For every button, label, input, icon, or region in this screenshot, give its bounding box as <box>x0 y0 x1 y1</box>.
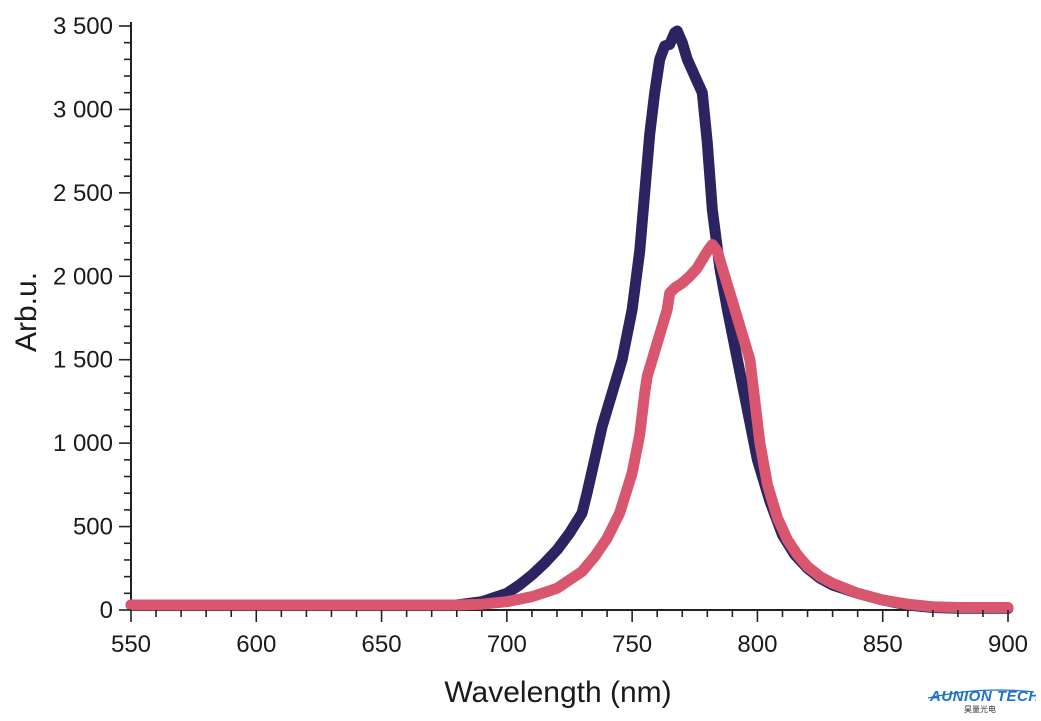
brand-logo: AUNION TECH 昊量光电 <box>927 688 1036 714</box>
y-axis-title: Arb.u. <box>10 272 43 352</box>
x-tick-label: 750 <box>612 631 652 658</box>
y-tick-label: 1 500 <box>53 347 113 374</box>
series-line-2 <box>125 239 1014 613</box>
y-tick-label: 500 <box>73 514 113 541</box>
y-tick-label: 2 000 <box>53 263 113 290</box>
chart-series <box>125 25 1014 614</box>
y-tick-label: 1 000 <box>53 430 113 457</box>
logo-subtext: 昊量光电 <box>964 704 996 714</box>
x-tick-label: 800 <box>737 631 777 658</box>
y-tick-label: 3 000 <box>53 96 113 123</box>
y-tick-label: 0 <box>100 597 113 624</box>
series-line-1 <box>125 25 1014 614</box>
x-tick-label: 900 <box>988 631 1028 658</box>
x-axis-title: Wavelength (nm) <box>444 676 671 709</box>
logo-text: AUNION TECH <box>929 688 1036 705</box>
chart-axes <box>130 22 1008 611</box>
x-tick-label: 700 <box>487 631 527 658</box>
x-tick-label: 550 <box>111 631 151 658</box>
x-tick-label: 600 <box>236 631 276 658</box>
chart-ticks: 550 600 650 700 750 800 850 900 0 500 1 000 1 500 2 … <box>53 13 1028 658</box>
x-tick-label: 650 <box>362 631 402 658</box>
y-tick-label: 3 500 <box>53 13 113 40</box>
y-tick-label: 2 500 <box>53 180 113 207</box>
x-tick-label: 850 <box>863 631 903 658</box>
